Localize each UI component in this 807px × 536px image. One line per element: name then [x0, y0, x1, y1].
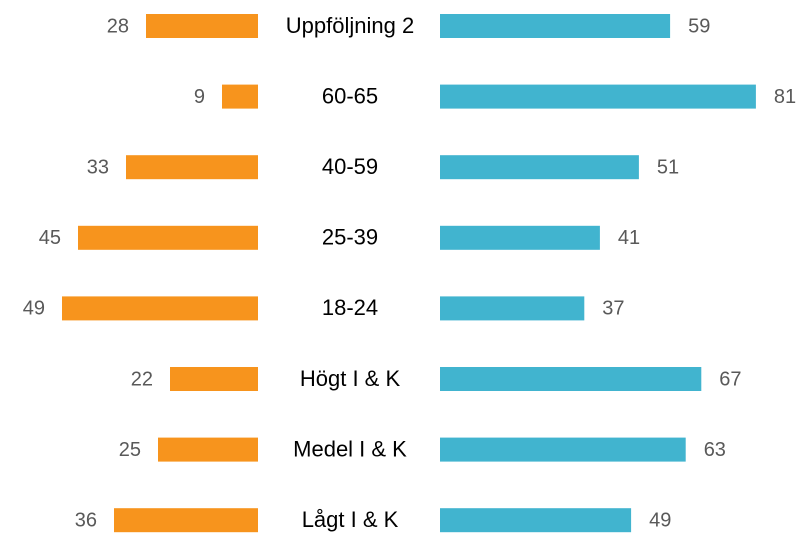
bar [126, 155, 258, 180]
bar [146, 14, 258, 38]
category-label: Uppföljning 2 [286, 13, 414, 38]
value-label: 45 [39, 227, 61, 249]
value-label: 49 [23, 298, 45, 320]
value-label: 37 [602, 298, 624, 320]
bar [440, 508, 632, 533]
category-label: 60-65 [322, 83, 378, 108]
category-label: Högt I & K [300, 366, 401, 391]
bar [440, 367, 702, 391]
category-label: Medel I & K [293, 436, 407, 461]
bar [78, 225, 258, 250]
value-label: 49 [649, 509, 671, 531]
value-label: 81 [774, 86, 796, 108]
bar [158, 437, 258, 462]
category-label: Lågt I & K [302, 507, 399, 532]
category-label: 25-39 [322, 225, 378, 250]
value-label: 22 [131, 368, 153, 390]
value-label: 36 [75, 509, 97, 531]
value-label: 67 [719, 368, 741, 390]
value-label: 25 [119, 439, 141, 461]
bar [440, 155, 639, 180]
bar [440, 14, 671, 38]
bar [114, 508, 258, 533]
bar [62, 296, 258, 321]
bar [440, 437, 686, 462]
value-label: 59 [688, 15, 710, 37]
value-label: 33 [87, 156, 109, 178]
category-label: 40-59 [322, 154, 378, 179]
value-label: 41 [618, 227, 640, 249]
value-label: 63 [704, 439, 726, 461]
bar [440, 225, 600, 250]
category-label: 18-24 [322, 295, 378, 320]
value-label: 51 [657, 156, 679, 178]
bar [222, 84, 258, 109]
value-label: 9 [194, 86, 205, 108]
bar [170, 367, 258, 391]
bar [440, 296, 585, 321]
bar [440, 84, 756, 109]
value-label: 28 [107, 15, 129, 37]
